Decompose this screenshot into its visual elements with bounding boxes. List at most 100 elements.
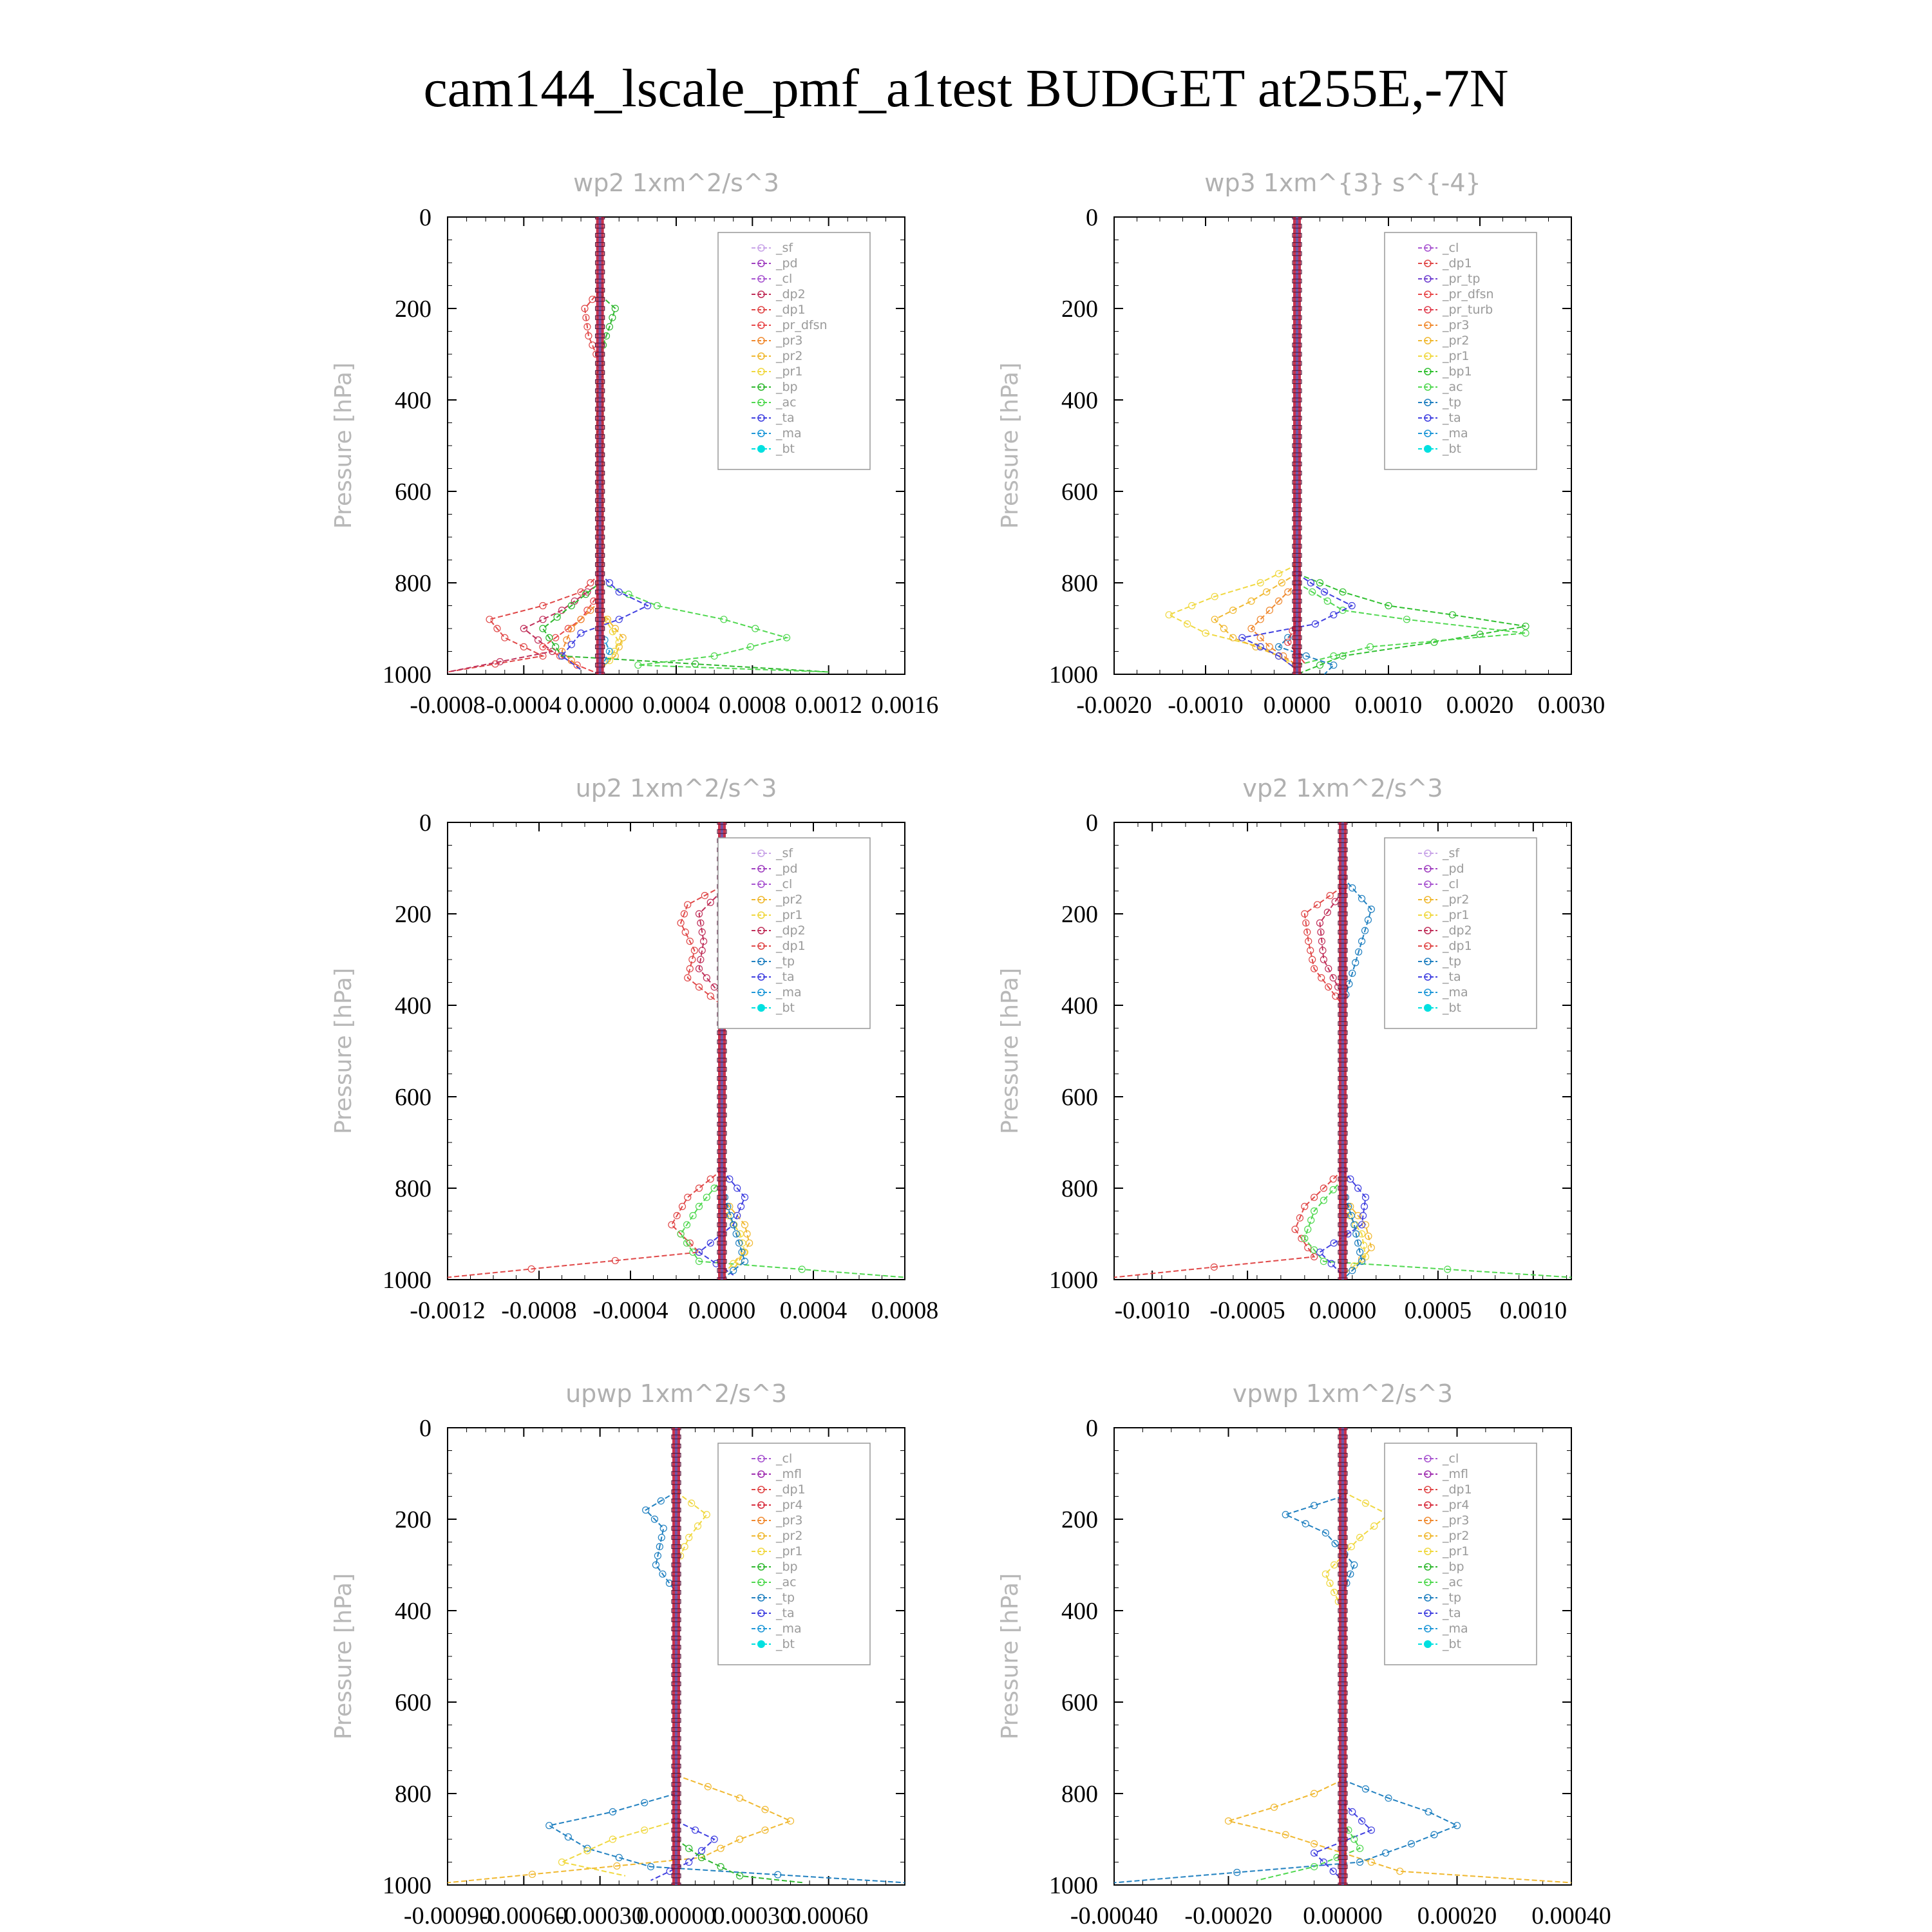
centerline-marker [717,1158,727,1164]
series-marker-dp1 [1325,983,1332,991]
series-marker-ta [737,1202,745,1211]
series-marker-ac [703,1193,710,1201]
y-axis-label: Pressure [hPa] [997,363,1023,529]
series-marker-ta [1316,1248,1324,1256]
centerline-marker [1338,1599,1348,1604]
centerline-marker [717,1204,727,1209]
centerline-marker [595,580,605,585]
centerline-marker [671,1681,681,1687]
series-marker-pr2 [1224,1817,1233,1825]
series-line-ac [1296,582,1526,666]
chart-panel-2: wp3 1xm^{3} s^{-4} Pressure [hPa] 0 200 400 6… [997,169,1605,719]
legend-label: _pr1 [1442,349,1469,363]
series-line-pr_dfsn [542,591,601,674]
legend-marker-pr2 [1424,896,1432,904]
series-marker-dp1 [1210,1263,1218,1271]
legend-label: _pr2 [775,893,802,907]
centerline-marker [717,1213,727,1218]
series-line-dp1 [1303,886,1343,1006]
series-marker-pr1 [1358,1230,1366,1238]
series-marker-tp [1356,1248,1364,1256]
legend-box [1384,1443,1537,1665]
centerline-marker [1292,617,1302,622]
legend-marker-dp2 [757,927,765,934]
series-marker-dp1 [684,1193,692,1201]
series-marker-tp [1331,1540,1339,1548]
series-marker-dp1 [611,1256,619,1265]
centerline-marker [1338,1663,1348,1668]
centerline-marker [1292,397,1302,402]
panel-title: up2 1xm^2/s^3 [576,774,777,802]
series-marker-tp [1321,1529,1329,1537]
series-marker-dp1 [589,341,596,349]
centerline-marker [671,1599,681,1604]
series-marker-dp2 [583,588,591,596]
legend-label: _ma [1442,985,1468,999]
series-marker-ta [644,601,652,610]
series-marker-pr1 [688,1499,696,1507]
centerline-marker [671,1434,681,1439]
centerline-marker [1292,278,1302,283]
series-marker-tp [1385,1794,1392,1802]
plot-area [1114,822,1571,1280]
legend-label: _dp1 [775,939,806,953]
legend-label: _dp1 [775,1482,806,1497]
centerline-marker [1292,379,1302,384]
series-marker-tp [1349,1267,1356,1274]
centerline-marker [1292,626,1302,631]
series-marker-bp1 [1430,638,1438,646]
centerline-marker [1338,1837,1348,1842]
series-marker-dp1 [673,1211,681,1220]
legend-marker-bt [757,1640,765,1648]
series-marker-ta [1274,652,1283,660]
series-marker-pr1 [615,638,623,646]
series-line-dp1 [448,1169,723,1278]
centerline-marker [671,1562,681,1567]
centerline-marker [1338,884,1348,889]
series-line-pr1 [676,1491,708,1566]
centerline-marker [595,260,605,265]
centerline-marker [671,1499,681,1504]
series-marker-dp1 [1302,919,1310,927]
centerline-marker [671,1626,681,1631]
centerline-marker [1292,242,1302,247]
centerline-marker [595,507,605,513]
series-marker-pr2 [761,1806,769,1814]
centerline-marker [717,1167,727,1173]
series-marker-pr2 [1229,606,1237,614]
series-marker-bp [609,314,616,321]
series-marker-tp [609,1808,616,1815]
series-marker-dp1 [1311,1193,1318,1201]
series-marker-tp [774,1871,782,1879]
legend-marker-tp [1424,958,1432,965]
series-marker-pr1 [703,1511,710,1519]
centerline-marker [1338,911,1348,916]
series-marker-pr3 [577,616,585,623]
centerline-marker [671,1544,681,1549]
series-marker-pr3 [1265,606,1274,614]
centerline-marker [1338,1645,1348,1650]
y-tick-label: 1000 [1049,1872,1098,1899]
series-marker-dp1 [686,937,694,945]
centerline-marker [671,1727,681,1732]
centerline-marker [595,370,605,375]
legend-marker-pr3 [1424,321,1432,329]
centerline-marker [595,498,605,503]
series-marker-bp1 [1385,601,1392,610]
centerline-marker [1292,562,1302,567]
series-marker-dp1 [706,1175,714,1183]
series-marker-tp [641,1799,649,1806]
series-line-dp1 [680,886,723,1006]
series-marker-dp1 [581,305,589,312]
centerline-marker [1338,1864,1348,1870]
legend-marker-tp [757,1594,765,1602]
centerline-marker [717,1149,727,1154]
series-marker-dp1 [677,919,685,927]
series-marker-dp1 [1301,1202,1309,1211]
legend-marker-bp [757,383,765,391]
centerline-marker [1338,966,1348,971]
centerline-marker [1292,434,1302,439]
series-marker-ac [1444,1265,1452,1273]
centerline-marker [1338,1544,1348,1549]
centerline-marker [671,1663,681,1668]
